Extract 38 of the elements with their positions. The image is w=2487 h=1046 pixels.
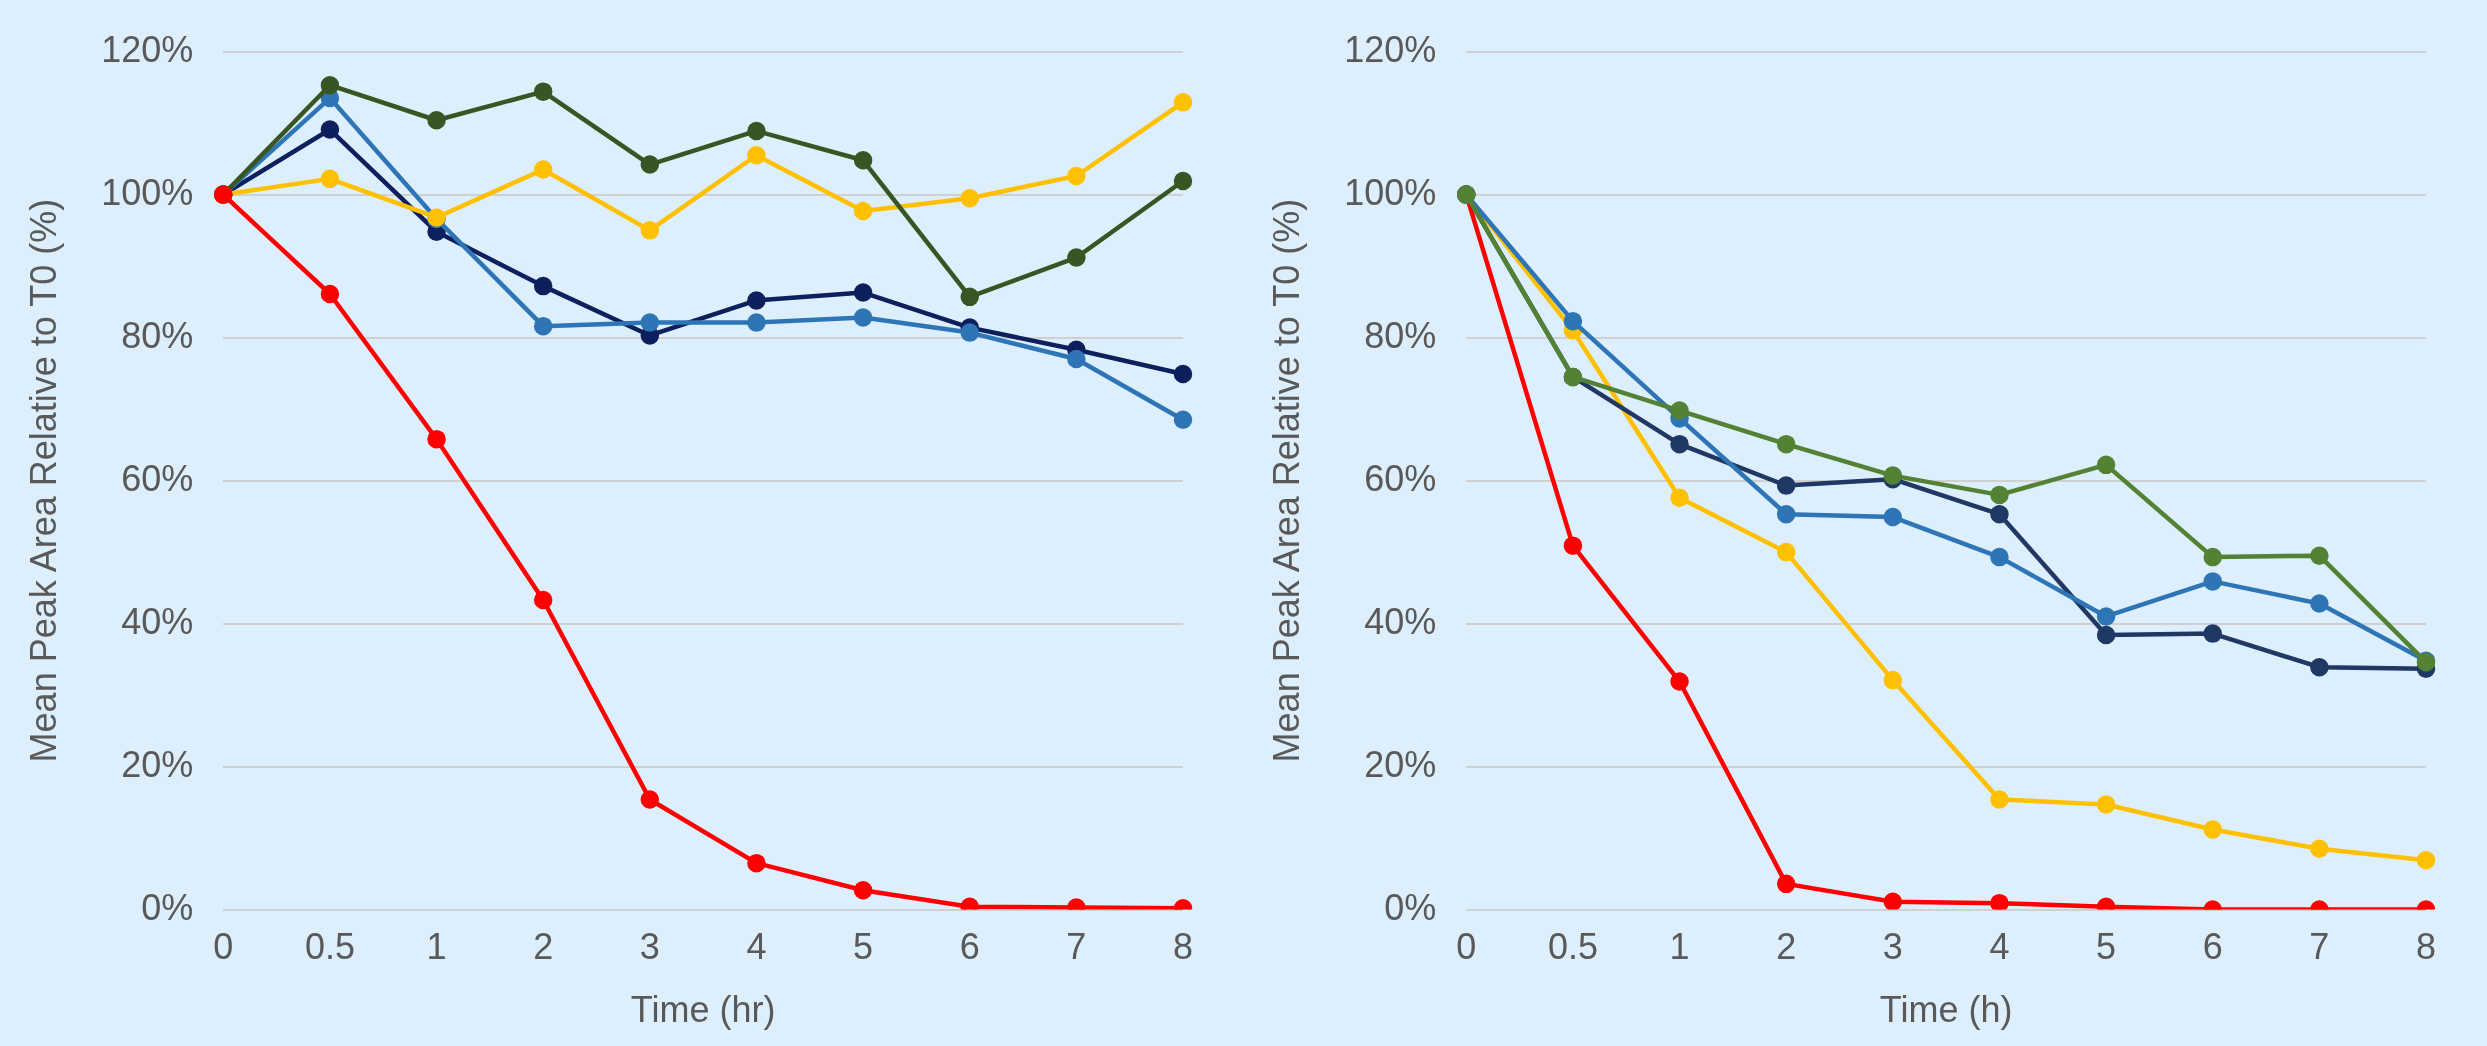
x-tick-label: 3 — [1882, 926, 1903, 968]
y-tick-label: 80% — [121, 314, 194, 356]
y-tick-label: 120% — [101, 28, 194, 70]
x-tick-label: 6 — [2202, 926, 2223, 968]
x-tick-label: 5 — [853, 926, 874, 968]
y-tick-label: 0% — [141, 886, 194, 928]
x-tick-label: 8 — [1172, 926, 1194, 968]
y-tick-label: 60% — [121, 457, 194, 499]
y-tick-label: 40% — [121, 600, 194, 642]
x-tick-label: 3 — [639, 926, 660, 968]
x-tick-label: 5 — [2096, 926, 2117, 968]
x-axis-title: Time (hr) — [630, 989, 776, 1031]
y-tick-label: 40% — [1364, 600, 1437, 642]
x-tick-label: 7 — [1066, 926, 1087, 968]
x-tick-label: 6 — [959, 926, 980, 968]
x-axis-title: Time (h) — [1879, 989, 2013, 1031]
x-tick-label: 0 — [1456, 926, 1477, 968]
x-tick-label: 0.5 — [1547, 926, 1598, 968]
y-tick-label: 20% — [1364, 743, 1437, 785]
x-tick-label: 2 — [533, 926, 554, 968]
y-axis-title: Mean Peak Area Relative to T0 (%) — [1265, 198, 1307, 763]
y-tick-label: 0% — [1384, 886, 1437, 928]
x-tick-label: 4 — [746, 926, 767, 968]
y-tick-label: 120% — [1344, 28, 1437, 70]
y-axis-title: Mean Peak Area Relative to T0 (%) — [22, 198, 64, 763]
x-tick-label: 7 — [2309, 926, 2330, 968]
y-tick-label: 60% — [1364, 457, 1437, 499]
y-tick-label: 100% — [1344, 171, 1437, 213]
x-tick-label: 8 — [2415, 926, 2437, 968]
y-tick-label: 20% — [121, 743, 194, 785]
x-tick-label: 1 — [1669, 926, 1690, 968]
x-tick-label: 2 — [1776, 926, 1797, 968]
x-tick-label: 1 — [426, 926, 447, 968]
y-tick-label: 80% — [1364, 314, 1437, 356]
x-tick-label: 0 — [213, 926, 234, 968]
x-tick-label: 0.5 — [304, 926, 355, 968]
y-tick-label: 100% — [101, 171, 194, 213]
x-tick-label: 4 — [1989, 926, 2010, 968]
